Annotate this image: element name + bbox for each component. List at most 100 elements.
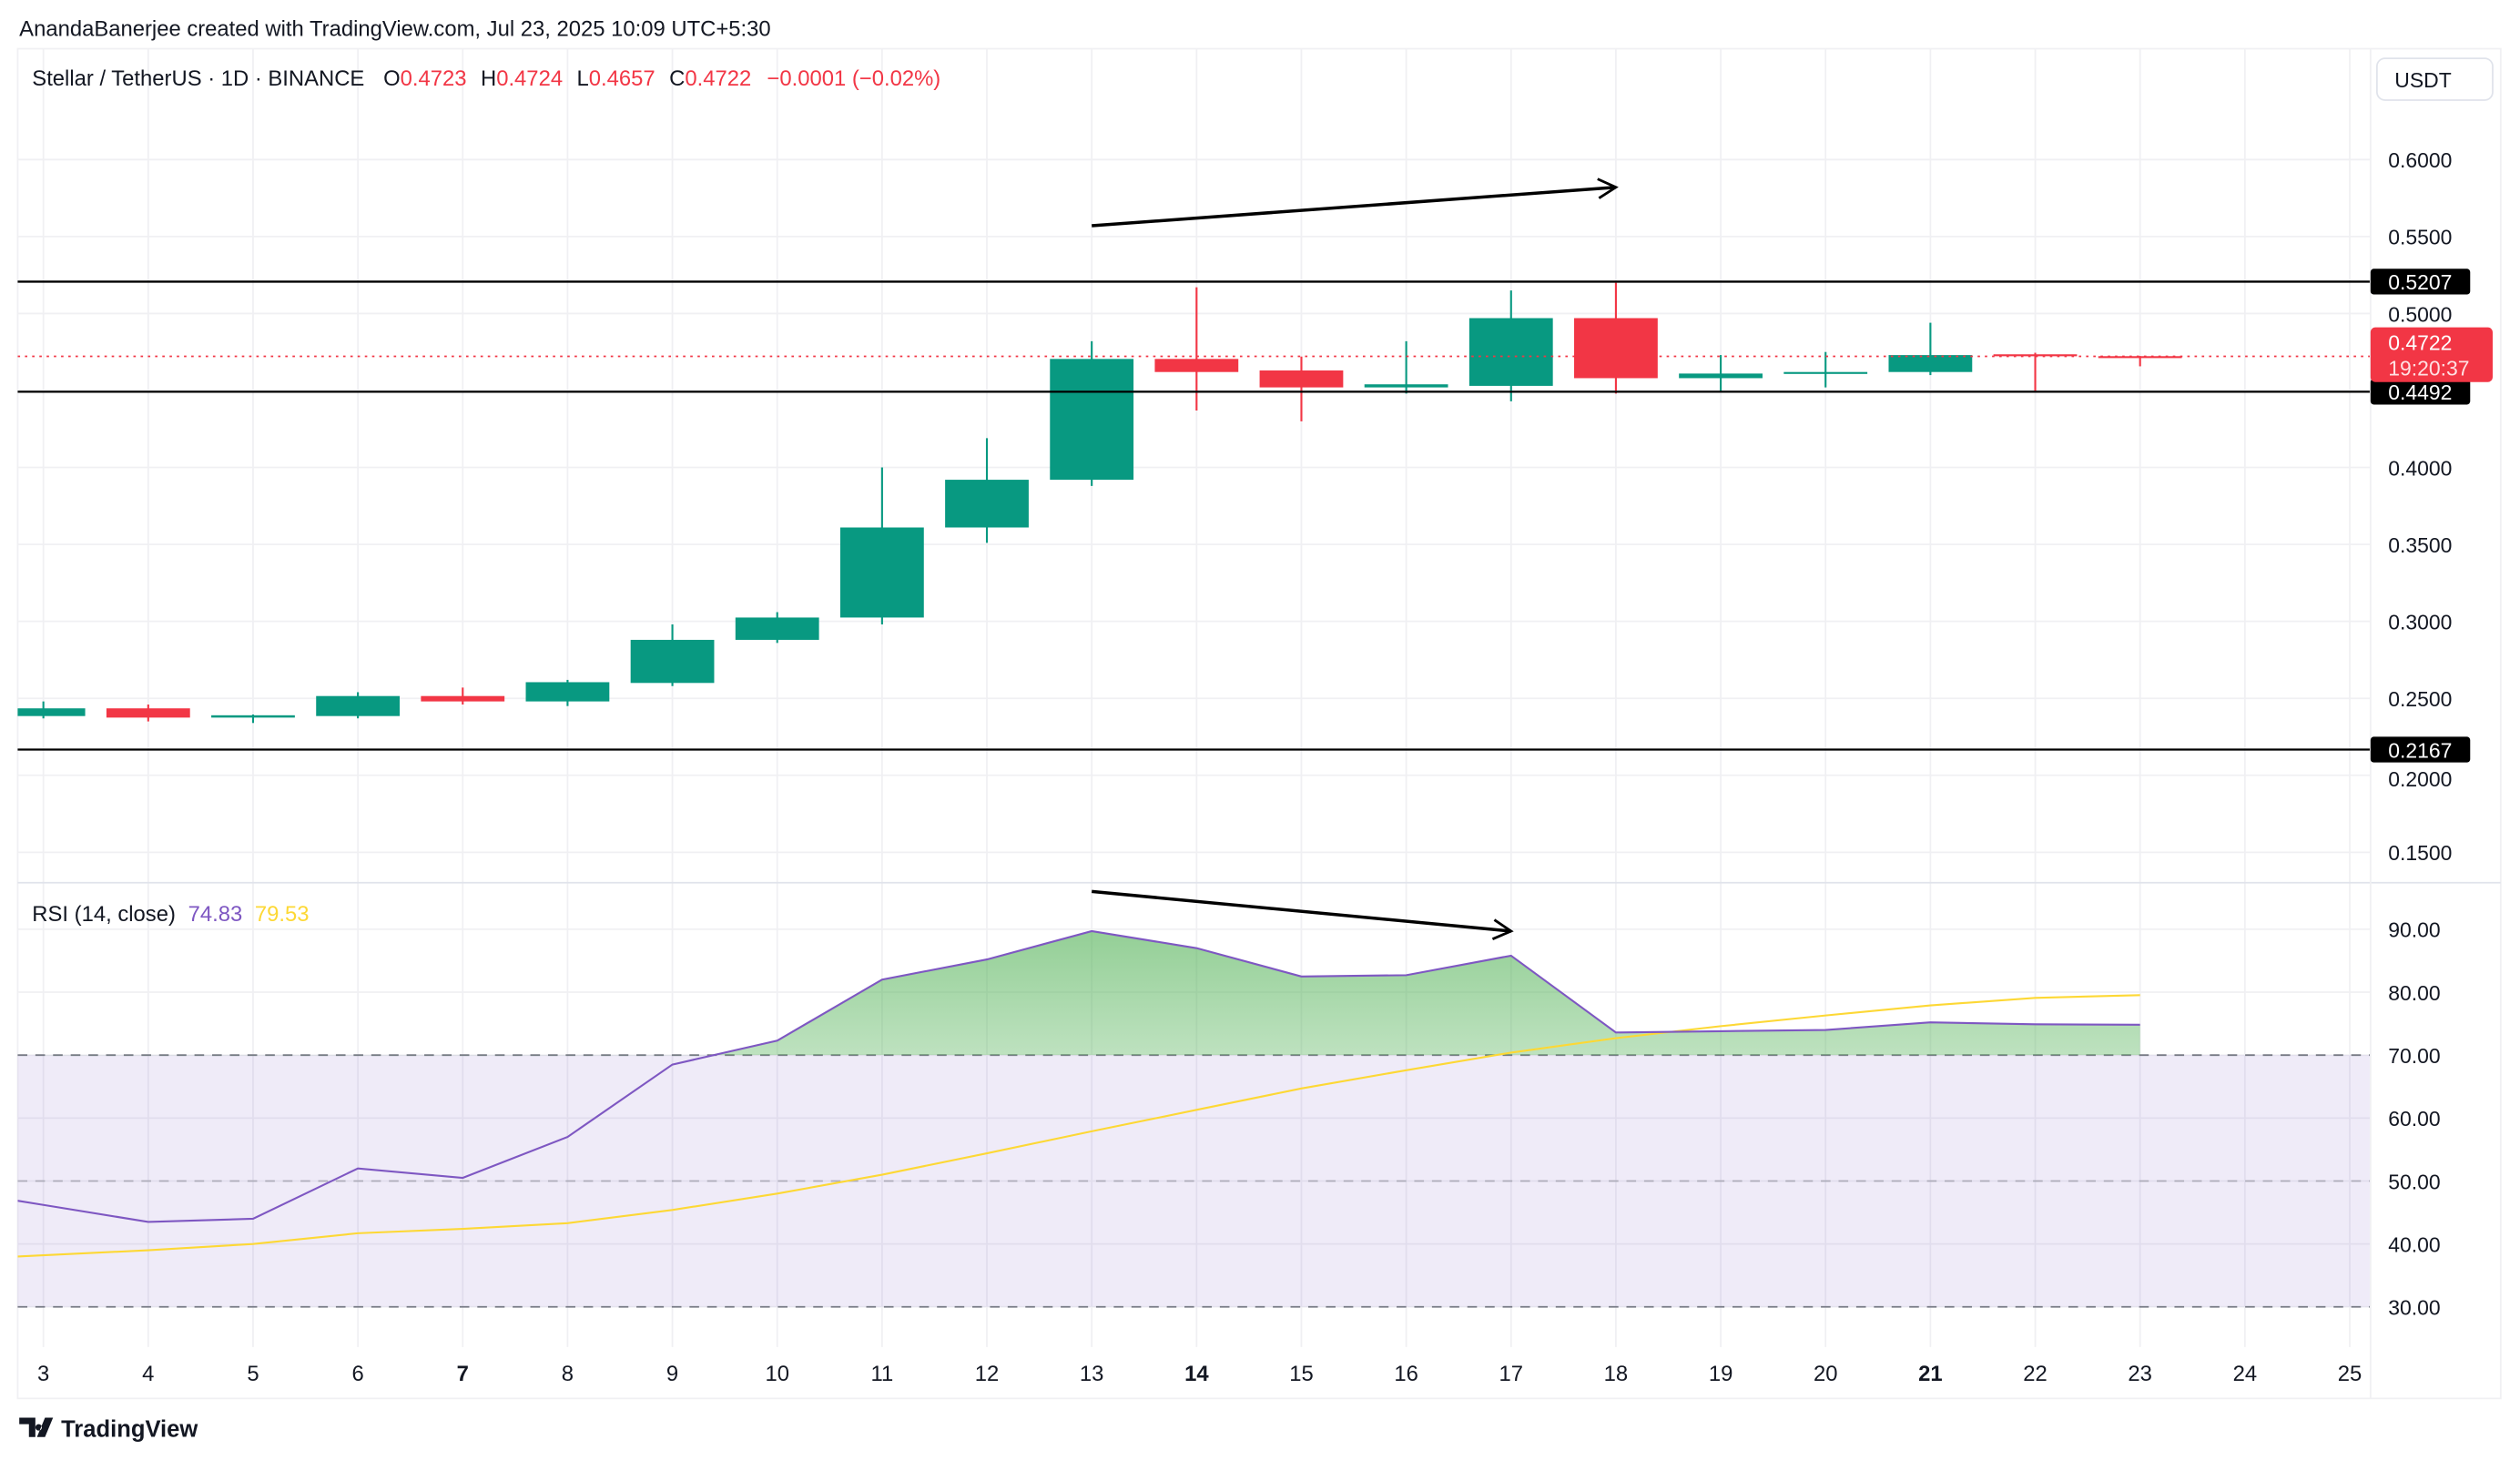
low-value: 0.4657 [589,66,655,91]
time-tick-label: 4 [142,1362,154,1386]
price-tick-label: 0.1500 [2388,841,2452,865]
time-axis[interactable]: 3 4 5 6 7 8 9 10 11 12 13 14 15 16 17 18 19 20 21 22 23 24 25 [37,1362,2362,1386]
candle [1783,351,1868,388]
price-tick-label: 0.3000 [2388,610,2452,634]
candle-body [1468,318,1553,386]
candle-body [2098,356,2182,359]
candle [1364,340,1448,394]
time-tick-label: 15 [1289,1362,1314,1386]
candle-body [421,695,505,702]
candle-body [17,708,86,716]
tradingview-wordmark: TradingView [61,1417,198,1443]
price-tick-label: 0.4000 [2388,456,2452,480]
candle [211,714,295,724]
candle-body [1364,384,1448,388]
tradingview-logo[interactable]: TradingView [19,1417,198,1443]
rsi-ma-value: 79.53 [255,902,310,927]
candle-body [630,639,715,684]
rsi-band [17,1054,2371,1308]
time-tick-label: 19 [1709,1362,1733,1386]
candle [735,612,819,644]
close-label: C [669,66,685,91]
price-badges: 0.5207 0.4492 0.2167 0.4722 19:20:37 [2370,269,2493,763]
candle [1888,322,1973,376]
price-axis[interactable]: 0.6000 0.5500 0.5000 0.4000 0.3500 0.3000 0.25… [2388,148,2452,1319]
candle-body [945,480,1029,528]
tradingview-logo-icon [19,1417,54,1437]
time-tick-label: 10 [765,1362,789,1386]
candle [421,687,505,705]
candle [1259,356,1344,421]
rsi-label: RSI (14, close) [32,902,176,927]
time-tick-label: 8 [562,1362,574,1386]
symbol-name: Stellar / TetherUS · 1D · BINANCE [32,66,364,91]
time-tick-label: 6 [351,1362,363,1386]
candle-body [1888,355,1973,372]
level-badge [2370,269,2471,295]
rsi-tick-label: 70.00 [2388,1044,2440,1068]
candle [316,692,401,719]
open-label: O [383,66,401,91]
candle-body [1050,359,1134,481]
time-tick-label: 9 [666,1362,678,1386]
change-value: −0.0001 (−0.02%) [767,66,940,91]
time-tick-label: 14 [1184,1362,1209,1386]
current-price-label: 0.4722 [2388,330,2452,354]
candle [839,467,924,625]
time-tick-label: 7 [457,1362,469,1386]
candle-body [839,527,924,618]
candle [1468,290,1553,401]
rsi-tick-label: 30.00 [2388,1296,2440,1320]
time-tick-label: 17 [1499,1362,1524,1386]
time-tick-label: 20 [1814,1362,1838,1386]
price-tick-label: 0.2500 [2388,687,2452,711]
rsi-overbought-fill [714,930,2140,1056]
candle [630,624,715,686]
price-tick-label: 0.3500 [2388,533,2452,557]
candle-body [106,708,190,718]
trend-arrow-rsi [1092,889,1514,940]
rsi-tick-label: 90.00 [2388,918,2440,942]
candle [1050,340,1134,486]
candle-body [1154,359,1239,372]
candles [17,282,2371,724]
chart-credit: AnandaBanerjee created with TradingView.… [19,16,770,41]
symbol-legend: Stellar / TetherUS · 1D · BINANCE O0.472… [32,66,940,91]
rsi-legend[interactable]: RSI (14, close) 74.83 79.53 [32,902,309,927]
level-badge [2370,736,2471,763]
candle [17,701,86,719]
candle [1154,287,1239,411]
current-price-badge [2370,327,2493,382]
level-badge-label: 0.5207 [2388,270,2452,294]
time-tick-label: 13 [1080,1362,1104,1386]
price-tick-label: 0.5500 [2388,226,2452,249]
time-tick-label: 3 [37,1362,49,1386]
high-value: 0.4724 [496,66,563,91]
currency-button[interactable]: USDT [2376,57,2494,101]
candle-body [211,715,295,718]
time-tick-label: 23 [2128,1362,2152,1386]
rsi-line [17,929,2140,1223]
price-tick-label: 0.6000 [2388,148,2452,172]
chart-frame [16,47,2502,1400]
time-tick-label: 16 [1394,1362,1418,1386]
rsi-tick-label: 40.00 [2388,1232,2440,1256]
candle [106,704,190,722]
time-tick-label: 18 [1604,1362,1629,1386]
countdown-label: 19:20:37 [2388,357,2469,380]
time-tick-label: 22 [2023,1362,2048,1386]
candle-body [1574,318,1658,379]
candle [945,438,1029,543]
candle-body [1679,373,1763,379]
rsi-value: 74.83 [188,902,243,927]
rsi-tick-label: 50.00 [2388,1170,2440,1193]
candle-body [1259,370,1344,388]
rsi-ma-line [17,994,2140,1258]
candle-body [1993,354,2078,357]
trend-arrow-price [1092,177,1619,228]
open-value: 0.4723 [401,66,467,91]
rsi-tick-label: 60.00 [2388,1107,2440,1130]
close-value: 0.4722 [685,66,751,91]
annotations [1092,177,1619,940]
